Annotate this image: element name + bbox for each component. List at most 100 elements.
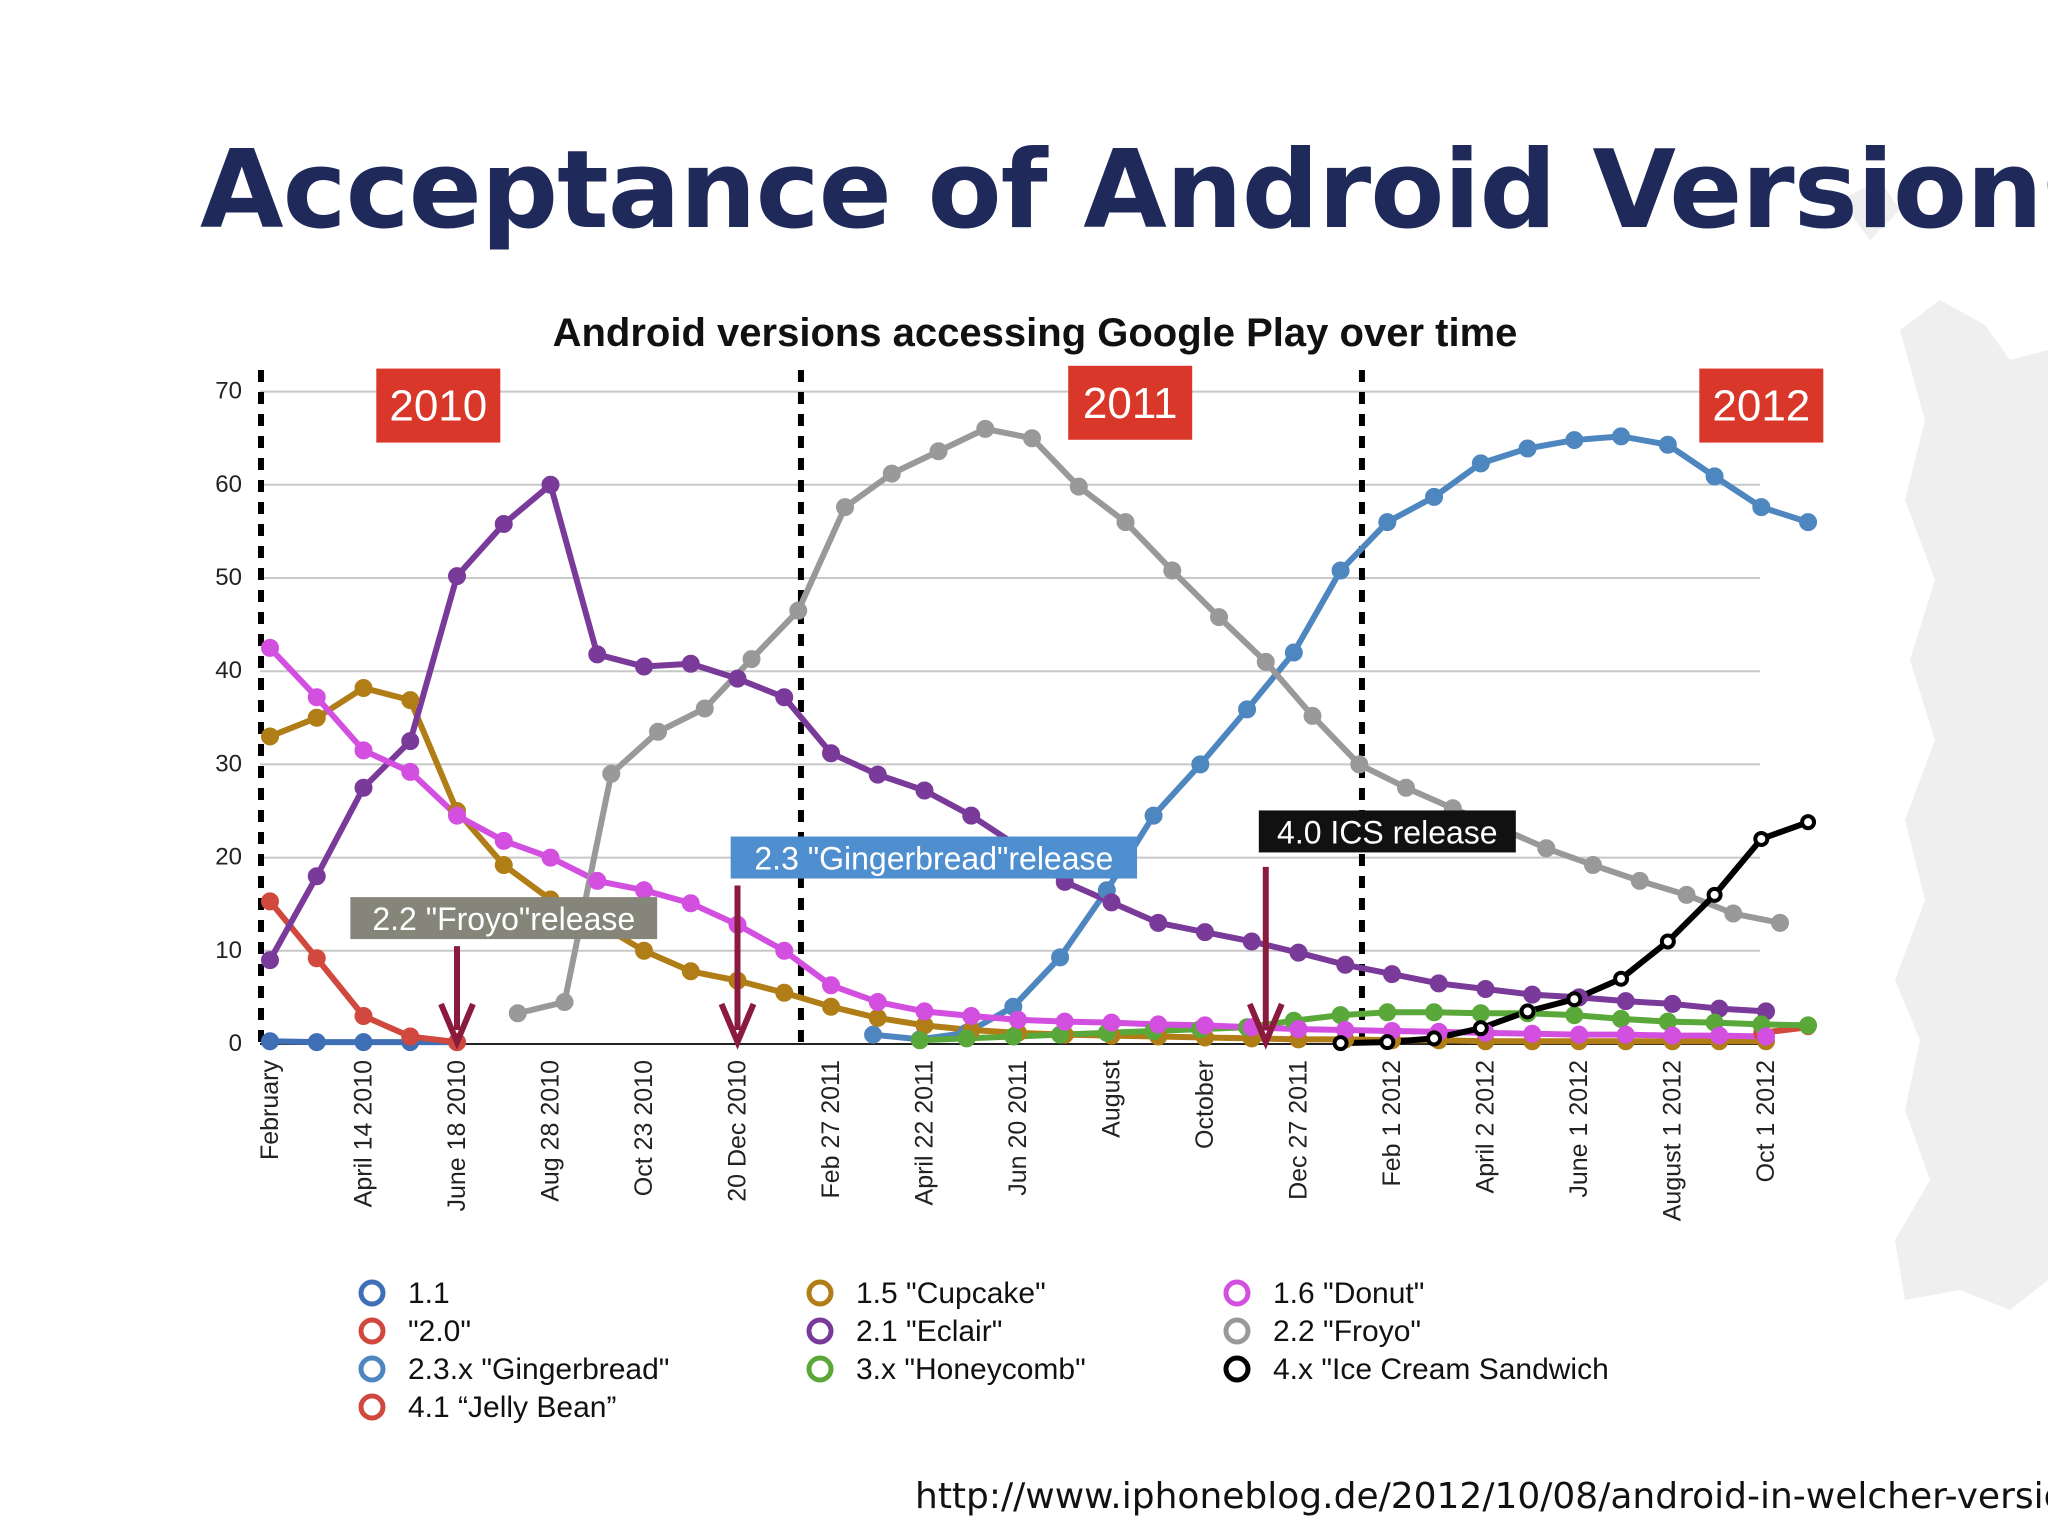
data-point <box>868 765 887 784</box>
annotations: 2.2 "Froyo"release 2.3 "Gingerbread"relea… <box>350 810 1516 1050</box>
data-point <box>1429 974 1448 993</box>
data-point <box>354 1007 373 1026</box>
data-point <box>1616 1025 1635 1044</box>
x-tick-label: Aug 28 2010 <box>537 1060 565 1202</box>
release-arrow-head <box>1247 1002 1285 1050</box>
year-label: 2012 <box>1712 382 1810 431</box>
y-tick-label: 50 <box>215 564 242 591</box>
data-point <box>1658 435 1677 454</box>
x-axis-ticks: February April 14 2010 June 18 2010 Aug 28 … <box>256 1060 1780 1222</box>
release-arrow-head <box>438 1002 476 1050</box>
data-point <box>1191 755 1210 774</box>
data-point <box>1289 1020 1308 1039</box>
data-point <box>1471 454 1490 473</box>
gridlines <box>260 390 1760 1045</box>
data-point <box>1724 904 1743 923</box>
data-point <box>588 645 607 664</box>
data-point <box>1570 1025 1588 1044</box>
data-point <box>1242 932 1261 951</box>
data-point <box>494 831 513 850</box>
data-point <box>1332 1035 1349 1052</box>
data-point <box>1009 1010 1027 1029</box>
data-point <box>864 1025 883 1044</box>
data-point <box>1663 994 1682 1013</box>
legend-marker <box>358 1317 386 1345</box>
x-tick-label: April 22 2011 <box>911 1060 939 1205</box>
legend-marker <box>1223 1355 1251 1383</box>
data-point <box>1616 992 1635 1011</box>
slide-title: Acceptance of Android Versions <box>200 128 2048 253</box>
y-tick-label: 40 <box>215 657 242 684</box>
source-url: http://www.iphoneblog.de/2012/10/08/andr… <box>915 1476 2048 1517</box>
data-point <box>1630 871 1649 890</box>
data-point <box>1149 913 1168 932</box>
data-point <box>307 688 326 707</box>
legend-label: 4.1 “Jelly Bean” <box>408 1391 616 1424</box>
data-point <box>976 419 995 438</box>
data-point <box>957 1029 976 1048</box>
data-point <box>1284 643 1303 662</box>
data-point <box>541 475 560 494</box>
data-point <box>1350 755 1369 774</box>
data-point <box>1378 1003 1397 1022</box>
data-point <box>401 732 420 751</box>
data-point <box>1472 1020 1489 1037</box>
y-tick-label: 0 <box>229 1030 242 1057</box>
x-tick-label: April 2 2012 <box>1472 1060 1500 1193</box>
x-tick-label: February <box>256 1060 284 1161</box>
legend-marker <box>358 1355 386 1383</box>
release-label-box <box>730 836 1138 879</box>
data-point <box>1706 886 1723 903</box>
data-point <box>775 941 794 960</box>
data-point <box>401 1027 420 1046</box>
data-point <box>1566 991 1583 1008</box>
data-point <box>1710 1026 1729 1045</box>
data-point <box>261 638 279 657</box>
x-tick-label: June 1 2012 <box>1565 1060 1593 1198</box>
data-point <box>1210 608 1229 627</box>
release-label-box <box>1258 810 1516 853</box>
data-point <box>1004 1027 1023 1046</box>
legend-marker <box>358 1279 386 1307</box>
release-label-box <box>350 897 658 940</box>
x-tick-label: Dec 27 2011 <box>1285 1060 1313 1200</box>
data-point <box>1519 1003 1536 1020</box>
data-point <box>1425 487 1444 506</box>
data-point <box>1565 431 1584 450</box>
data-point <box>775 983 794 1002</box>
release-arrow-head <box>718 1002 757 1050</box>
data-point <box>681 894 700 913</box>
data-point <box>1331 561 1350 580</box>
release-label: 2.2 "Froyo"release <box>372 901 635 937</box>
legend-label: 2.1 "Eclair" <box>856 1315 1002 1348</box>
data-point <box>962 1007 981 1026</box>
data-point <box>261 1032 279 1051</box>
data-point <box>1196 923 1214 942</box>
data-point <box>962 806 981 825</box>
data-point <box>1069 477 1088 496</box>
x-tick-label: April 14 2010 <box>350 1060 378 1207</box>
data-point <box>508 1004 527 1023</box>
data-point <box>1379 1034 1396 1051</box>
data-point <box>1102 893 1121 912</box>
x-tick-label: Oct 1 2012 <box>1752 1060 1780 1182</box>
data-point <box>1397 778 1416 797</box>
x-tick-label: August <box>1098 1060 1126 1138</box>
year-label-box <box>1068 365 1193 440</box>
data-point <box>635 657 653 676</box>
legend-label: 3.x "Honeycomb" <box>856 1353 1086 1386</box>
data-point <box>1149 1015 1168 1034</box>
year-dividers <box>258 370 1365 1046</box>
data-point <box>261 892 279 911</box>
data-point <box>354 1033 373 1052</box>
data-point <box>555 993 574 1012</box>
data-point <box>1584 856 1603 875</box>
legend-label: 4.x "Ice Cream Sandwich <box>1273 1353 1609 1386</box>
data-point <box>1753 830 1770 847</box>
data-point <box>307 949 326 968</box>
data-point <box>307 1033 326 1052</box>
y-tick-label: 20 <box>215 844 242 871</box>
data-point <box>1523 985 1542 1004</box>
y-tick-label: 70 <box>215 378 242 405</box>
